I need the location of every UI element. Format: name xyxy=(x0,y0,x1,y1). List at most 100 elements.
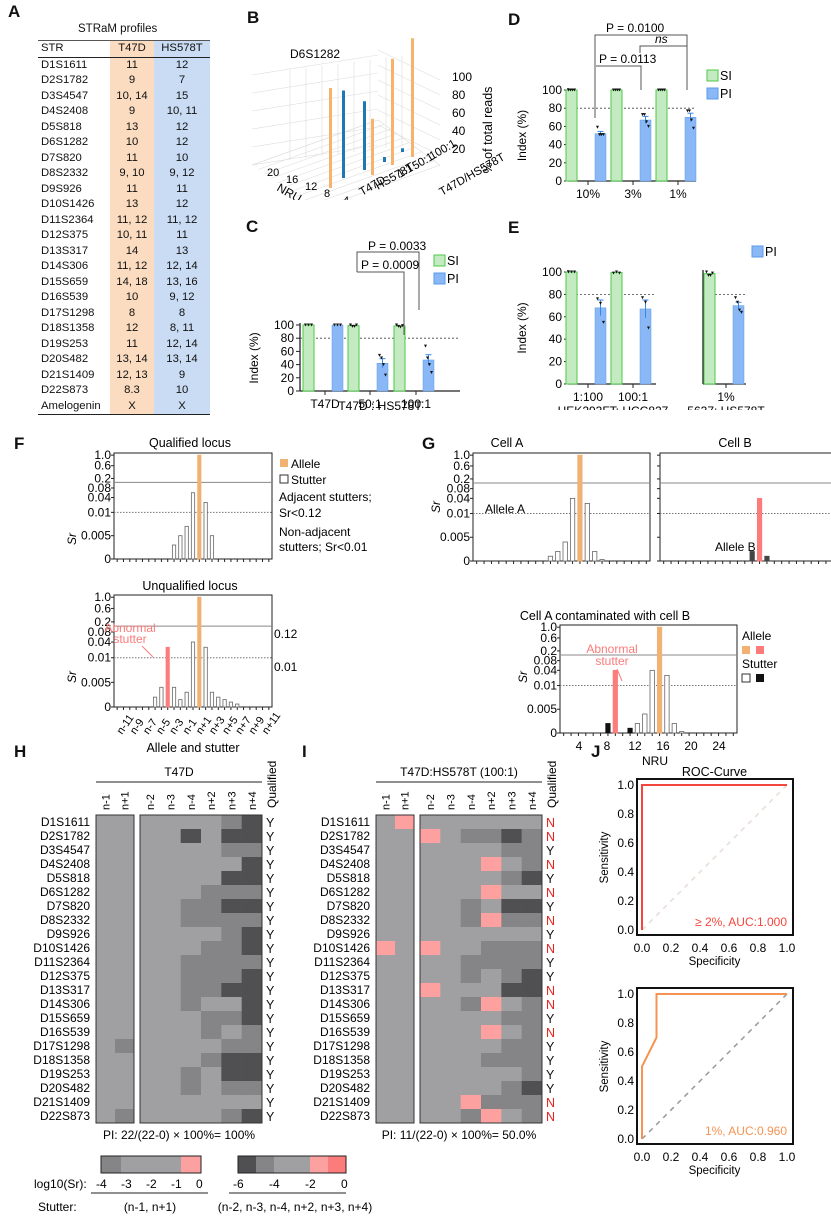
x-tick-label: 0.8 xyxy=(750,1150,767,1164)
plot-frame xyxy=(472,452,651,562)
y-tick-label: 0 xyxy=(550,726,557,740)
scale-swatch xyxy=(121,1156,141,1173)
scale-frame xyxy=(237,1155,347,1174)
heatmap-cell xyxy=(501,927,522,942)
column-label: n-2 xyxy=(425,794,437,810)
annotation-abnormal: Abnormal xyxy=(104,621,155,635)
heatmap-cell xyxy=(501,1095,522,1110)
heatmap-cell xyxy=(501,1011,522,1026)
heatmap-cell xyxy=(481,843,502,858)
data-point xyxy=(351,324,354,328)
row-label: D11S2364 xyxy=(314,955,370,969)
allele-b-label: Allele B xyxy=(715,540,756,554)
heatmap-cell xyxy=(201,899,222,914)
row-label: D2S1782 xyxy=(40,829,90,843)
heatmap-cell xyxy=(521,1025,543,1040)
heatmap-cell xyxy=(140,1067,161,1082)
stutter-group: (n-1, n+1) xyxy=(124,1200,176,1214)
heatmap-cell xyxy=(115,1095,135,1110)
heatmap-cell xyxy=(376,927,396,942)
y-tick-label: 60 xyxy=(549,119,563,133)
grid-line xyxy=(377,49,441,81)
heatmap-cell xyxy=(481,927,502,942)
column-label: n-4 xyxy=(466,794,478,810)
y-tick-label: 0.0 xyxy=(617,1132,634,1146)
panel-i-heatmap: T47D:HS578T (100:1) Qualified n-1 n+1 n-2 n-3… xyxy=(313,761,559,1142)
heatmap-cell xyxy=(96,1011,116,1026)
y-tick-label: 100 xyxy=(274,318,294,332)
heatmap-cell xyxy=(96,829,116,844)
x-tick-label: 0.2 xyxy=(663,941,680,955)
heatmap-cell xyxy=(376,885,396,900)
y-tick-label: 0.6 xyxy=(540,631,557,645)
data-point xyxy=(618,271,621,275)
heatmap-cell xyxy=(160,829,181,844)
t47d-allele: 8.3 xyxy=(110,383,154,399)
grid-line xyxy=(251,90,379,112)
heatmap-cell xyxy=(115,1025,135,1040)
hs578t-allele: 10 xyxy=(154,383,210,399)
hs578t-allele: 12 xyxy=(154,197,210,213)
heatmap-cell xyxy=(481,1011,502,1026)
qualified-flag: Y xyxy=(266,1110,275,1124)
y-tick-label: 80 xyxy=(549,101,563,115)
data-point xyxy=(659,88,662,92)
data-point xyxy=(336,323,339,327)
heatmap-cell xyxy=(521,1011,543,1026)
y-tick-label: 100 xyxy=(542,265,562,279)
heatmap-cell xyxy=(501,1053,522,1068)
heatmap-cell xyxy=(521,913,543,928)
column-label: n-1 xyxy=(381,794,393,810)
heatmap-cell xyxy=(160,1011,181,1026)
heatmap-cell xyxy=(241,941,263,956)
stutter-bar xyxy=(235,703,240,708)
y-tick-label: 20 xyxy=(549,355,563,369)
table-row: D7S820 11 10 xyxy=(38,150,210,166)
stutter-bar xyxy=(184,525,189,560)
row-label: D1S1611 xyxy=(41,815,90,829)
heatmap-cell xyxy=(376,997,396,1012)
heatmap-cell xyxy=(460,1109,482,1124)
heatmap-cell xyxy=(160,1053,181,1068)
t47d-allele: 9, 10 xyxy=(110,166,154,182)
stutter-bar xyxy=(190,492,196,560)
scale-swatch xyxy=(101,1156,121,1173)
y-axis-label: Sr xyxy=(65,670,79,683)
heatmap-cell xyxy=(140,1039,161,1054)
panel-letter-c: C xyxy=(246,217,259,236)
legend-pi-label: PI xyxy=(447,272,459,286)
qualified-flag: N xyxy=(546,886,555,900)
hs578t-allele: 9 xyxy=(154,367,210,383)
y-tick-label: 0.08 xyxy=(88,625,112,639)
table-row: D19S253 11 12, 14 xyxy=(38,336,210,352)
data-point xyxy=(304,323,307,327)
bar-3d xyxy=(363,101,366,170)
y-tick-label: 1.0 xyxy=(617,778,634,792)
scale-swatch xyxy=(161,1156,181,1173)
heatmap-cell xyxy=(376,1067,396,1082)
hs578t-allele: 13, 14 xyxy=(154,352,210,368)
data-point xyxy=(600,133,603,137)
stutter-bar xyxy=(228,701,233,708)
str-locus: D11S2364 xyxy=(41,213,94,226)
z-axis-label: % of total reads xyxy=(481,87,495,174)
y-tick-label: 80 xyxy=(549,287,563,301)
heatmap-cell xyxy=(201,815,222,830)
legend-allele-b-swatch xyxy=(756,646,764,654)
table-row: D2S1782 9 7 xyxy=(38,73,210,89)
heatmap-cell xyxy=(460,829,482,844)
panel-letter-a: A xyxy=(8,2,21,21)
row-label: D16S539 xyxy=(320,1025,370,1039)
significance-bracket xyxy=(356,251,420,310)
heatmap-cell xyxy=(521,1109,543,1124)
heatmap-cell xyxy=(501,955,522,970)
heatmap-cell xyxy=(420,941,441,956)
qualified-flag: N xyxy=(546,1110,555,1124)
y-axis-label: Sensitivity xyxy=(599,831,611,883)
x-tick-label: n+11 xyxy=(260,710,284,737)
heatmap-cell xyxy=(501,997,522,1012)
heatmap-cell xyxy=(115,857,135,872)
heatmap-cell xyxy=(376,815,396,830)
